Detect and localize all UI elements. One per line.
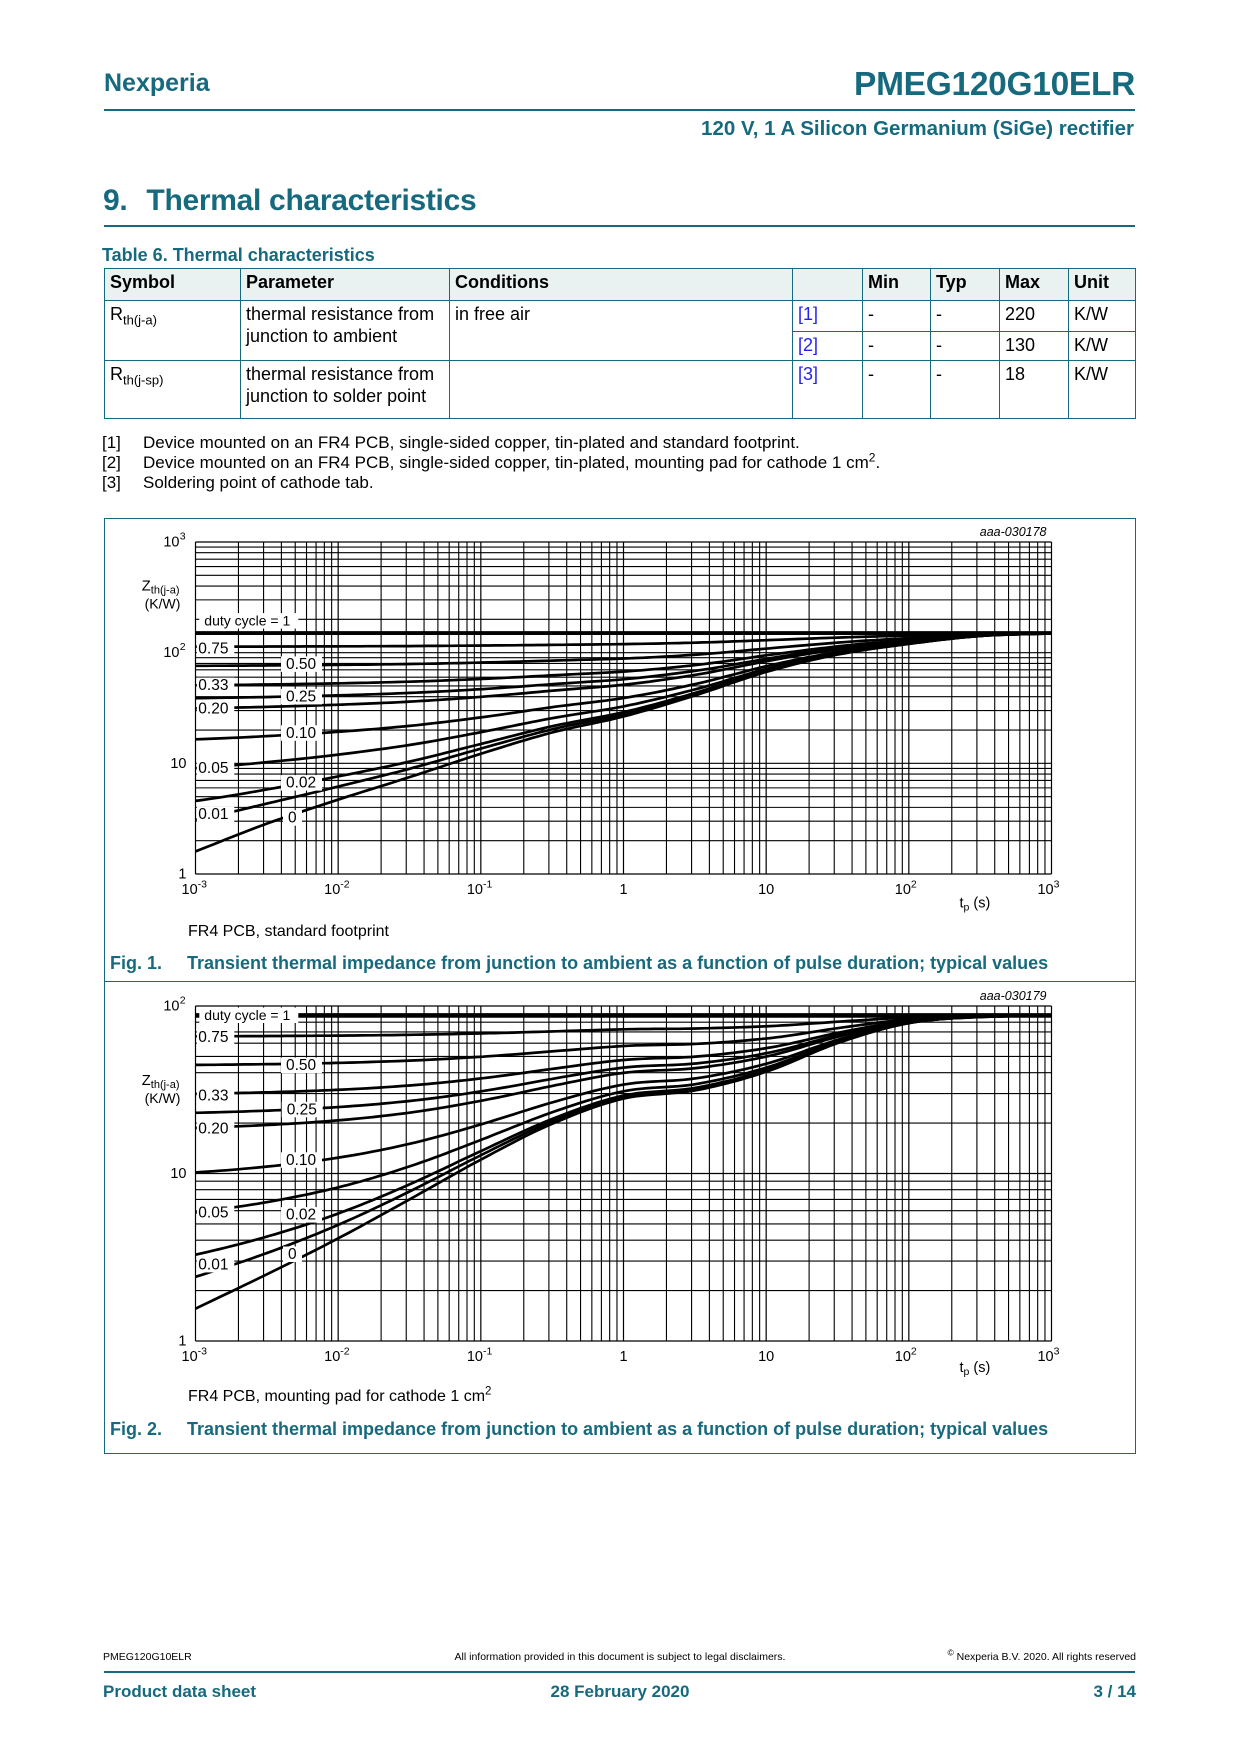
svg-text:tp (s): tp (s) (959, 1360, 990, 1378)
svg-text:0.33: 0.33 (198, 1087, 228, 1104)
svg-text:0.10: 0.10 (286, 725, 317, 742)
svg-text:10: 10 (170, 1166, 186, 1182)
svg-text:10: 10 (170, 756, 186, 772)
svg-text:0.01: 0.01 (198, 806, 228, 823)
svg-text:tp (s): tp (s) (959, 896, 990, 914)
svg-text:10: 10 (758, 882, 774, 898)
svg-text:1: 1 (619, 882, 627, 898)
svg-text:102: 102 (894, 879, 916, 899)
svg-text:duty cycle = 1: duty cycle = 1 (204, 1007, 290, 1023)
svg-text:103: 103 (1037, 879, 1059, 899)
svg-text:1: 1 (619, 1349, 627, 1365)
svg-text:0.05: 0.05 (198, 760, 228, 777)
svg-text:0.33: 0.33 (198, 677, 228, 694)
svg-text:0.05: 0.05 (198, 1204, 228, 1221)
svg-text:103: 103 (1037, 1346, 1059, 1366)
svg-text:0.10: 0.10 (286, 1152, 317, 1169)
svg-text:3: 3 (179, 531, 185, 543)
svg-text:0.02: 0.02 (286, 775, 316, 792)
svg-text:0.75: 0.75 (198, 1029, 228, 1046)
svg-text:1: 1 (178, 867, 186, 883)
svg-text:0.01: 0.01 (198, 1256, 228, 1273)
svg-text:0.75: 0.75 (198, 640, 228, 657)
svg-text:0: 0 (288, 1246, 297, 1263)
svg-text:Zth(j-a): Zth(j-a) (141, 1073, 179, 1091)
svg-text:10-2: 10-2 (324, 879, 350, 899)
svg-text:aaa-030179: aaa-030179 (979, 989, 1046, 1003)
svg-text:1: 1 (178, 1334, 186, 1350)
svg-text:0.25: 0.25 (286, 688, 316, 705)
svg-text:10: 10 (163, 999, 179, 1015)
svg-text:0.20: 0.20 (198, 700, 229, 717)
svg-text:0.25: 0.25 (286, 1101, 316, 1118)
svg-text:2: 2 (179, 641, 185, 653)
svg-text:10-1: 10-1 (466, 879, 492, 899)
svg-text:2: 2 (179, 995, 185, 1007)
svg-text:0.02: 0.02 (286, 1207, 316, 1224)
svg-text:102: 102 (894, 1346, 916, 1366)
svg-text:10: 10 (163, 535, 179, 551)
svg-text:10: 10 (758, 1349, 774, 1365)
svg-text:0.50: 0.50 (286, 656, 317, 673)
svg-text:aaa-030178: aaa-030178 (979, 525, 1046, 539)
svg-text:10: 10 (163, 645, 179, 661)
svg-text:10-2: 10-2 (324, 1346, 350, 1366)
svg-text:(K/W): (K/W) (144, 596, 180, 612)
svg-text:Zth(j-a): Zth(j-a) (141, 579, 179, 597)
svg-text:0: 0 (288, 810, 297, 827)
svg-text:(K/W): (K/W) (144, 1090, 180, 1106)
svg-text:duty cycle = 1: duty cycle = 1 (204, 613, 290, 629)
svg-text:0.50: 0.50 (286, 1057, 317, 1074)
svg-text:10-1: 10-1 (466, 1346, 492, 1366)
svg-text:0.20: 0.20 (198, 1120, 229, 1137)
